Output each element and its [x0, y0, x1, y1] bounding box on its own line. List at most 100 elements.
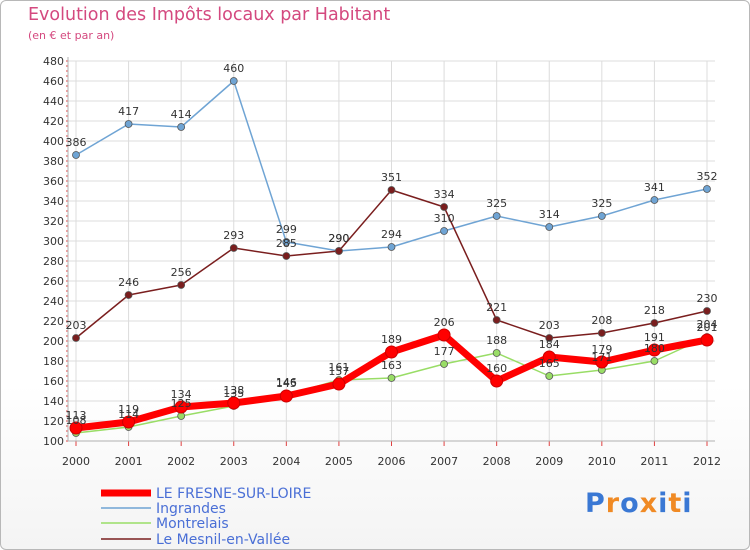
logo-letter: t: [668, 488, 683, 519]
data-point: [437, 328, 451, 342]
y-tick-label: 400: [43, 135, 64, 148]
y-tick-label: 340: [43, 195, 64, 208]
data-point: [542, 350, 556, 364]
data-point: [69, 421, 83, 435]
chart-subtitle: (en € et par an): [28, 29, 115, 42]
data-point: [387, 186, 396, 194]
y-tick-label: 320: [43, 215, 64, 228]
x-tick-label: 2011: [640, 455, 668, 468]
data-point: [440, 360, 448, 368]
y-tick-label: 100: [43, 435, 64, 448]
data-point: [229, 244, 238, 252]
y-tick-label: 180: [43, 355, 64, 368]
data-label: 417: [118, 105, 139, 118]
data-label: 206: [434, 316, 455, 329]
data-label: 138: [223, 384, 244, 397]
x-tick-label: 2009: [535, 455, 563, 468]
data-label: 285: [276, 237, 297, 250]
data-point: [700, 333, 714, 347]
data-point: [492, 316, 501, 324]
y-tick-label: 120: [43, 415, 64, 428]
y-tick-label: 480: [43, 55, 64, 68]
y-tick-label: 300: [43, 235, 64, 248]
data-point: [703, 185, 711, 193]
data-point: [703, 307, 711, 315]
legend-label: Montrelais: [156, 516, 229, 532]
y-tick-label: 200: [43, 335, 64, 348]
data-point: [440, 203, 448, 211]
data-point: [650, 196, 659, 204]
data-label: 290: [328, 232, 349, 245]
data-label: 246: [118, 276, 139, 289]
data-point: [650, 319, 659, 327]
y-tick-label: 460: [43, 75, 64, 88]
data-label: 119: [118, 403, 139, 416]
axes: 100 120 140 160 180 200 220 240 260 280 300 320 340 3…: [43, 55, 721, 468]
x-tick-label: 2003: [220, 455, 248, 468]
data-label: 114: [118, 408, 139, 421]
data-label: 414: [171, 108, 192, 121]
data-label: 325: [486, 197, 507, 210]
data-label: 179: [591, 343, 612, 356]
data-point: [124, 120, 133, 128]
y-tick-label: 360: [43, 175, 64, 188]
data-point: [597, 212, 606, 220]
data-point: [387, 243, 396, 251]
data-label: 230: [697, 292, 718, 305]
y-tick-label: 160: [43, 375, 64, 388]
legend-label: LE FRESNE-SUR-LOIRE: [156, 486, 311, 502]
data-label: 134: [171, 388, 192, 401]
logo-letter: x: [639, 488, 659, 519]
data-label: 189: [381, 333, 402, 346]
y-tick-label: 420: [43, 115, 64, 128]
data-point: [492, 212, 501, 220]
data-label: 293: [223, 229, 244, 242]
data-label: 203: [539, 319, 560, 332]
data-label: 294: [381, 228, 402, 241]
data-label: 341: [644, 181, 665, 194]
data-label: 204: [697, 318, 718, 331]
data-label: 314: [539, 208, 560, 221]
data-label: 146: [276, 376, 297, 389]
data-point: [387, 374, 396, 382]
data-point: [545, 334, 554, 342]
logo-letter: P: [585, 488, 606, 519]
data-label: 163: [381, 359, 402, 372]
data-label: 351: [381, 171, 402, 184]
data-label: 165: [539, 357, 560, 370]
proxiti-logo: Proxiti: [585, 488, 693, 519]
data-label: 184: [539, 338, 560, 351]
data-labels: 113 119 134 138 145 157 189 206 160 184 179 191 201 3…: [66, 62, 718, 427]
data-label: 191: [644, 331, 665, 344]
series-layer: [69, 77, 714, 437]
data-point: [647, 343, 661, 357]
data-label: 203: [66, 319, 87, 332]
data-label: 221: [486, 301, 507, 314]
logo-letter: i: [682, 488, 693, 519]
data-label: 256: [171, 266, 192, 279]
data-label: 201: [697, 321, 718, 334]
data-label: 299: [276, 223, 297, 236]
data-label: 145: [276, 377, 297, 390]
data-label: 157: [328, 365, 349, 378]
legend-label: Ingrandes: [156, 501, 226, 517]
data-point: [282, 238, 291, 246]
data-point: [124, 291, 133, 299]
data-point: [177, 412, 186, 420]
y-tick-label: 380: [43, 155, 64, 168]
data-point: [545, 372, 554, 380]
data-label: 125: [171, 397, 192, 410]
data-label: 352: [697, 170, 718, 183]
legend: LE FRESNE-SUR-LOIREIngrandesMontrelaisLe…: [101, 486, 311, 548]
data-point: [282, 252, 291, 260]
data-label: 334: [434, 188, 455, 201]
data-label: 180: [644, 342, 665, 355]
data-point: [279, 389, 293, 403]
x-tick-label: 2010: [588, 455, 616, 468]
data-label: 460: [223, 62, 244, 75]
x-tick-label: 2012: [693, 455, 721, 468]
x-tick-label: 2004: [272, 455, 300, 468]
data-point: [492, 349, 501, 357]
